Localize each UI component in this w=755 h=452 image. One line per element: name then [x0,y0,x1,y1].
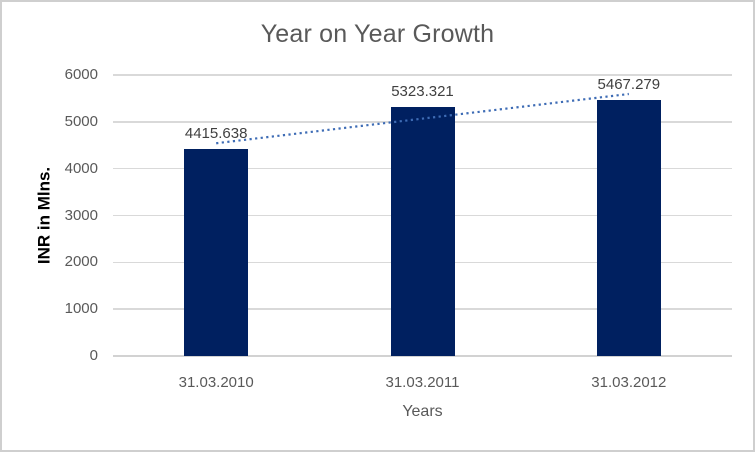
y-tick-label: 0 [89,347,98,364]
y-tick-label: 3000 [64,206,98,224]
bar-data-label: 5323.321 [391,82,454,100]
bar-data-label: 4415.638 [184,125,248,143]
y-tick-label: 2000 [64,253,98,271]
bar[interactable] [390,106,455,356]
y-tick-label: 6000 [64,66,98,83]
x-tick-label: 31.03.2012 [591,374,667,391]
bar-data-label: 5467.279 [597,75,661,93]
y-tick-label: 5000 [64,112,98,130]
bar[interactable] [596,99,661,356]
x-tick-label: 31.03.2011 [385,374,460,391]
bar[interactable] [184,149,249,356]
x-tick-label: 31.03.2010 [178,374,254,391]
chart-title: Year on Year Growth [260,20,495,48]
x-axis-line [113,355,732,357]
plot-area: 4415.638 5323.321 5467.279 [113,74,732,357]
gridline [113,74,732,76]
y-tick-label: 1000 [64,300,98,318]
y-tick-label: 4000 [64,159,98,177]
x-axis-title: Years [402,403,443,420]
trendline[interactable] [113,75,732,356]
